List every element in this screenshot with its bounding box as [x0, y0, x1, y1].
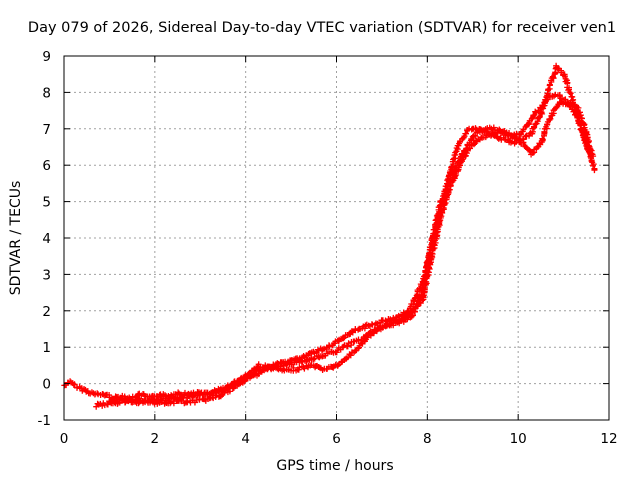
chart-title: Day 079 of 2026, Sidereal Day-to-day VTE… [28, 20, 616, 36]
x-tick-label: 4 [241, 431, 250, 447]
series-2 [106, 98, 597, 405]
y-tick-label: 4 [42, 231, 51, 247]
y-tick-label: -1 [38, 413, 51, 429]
y-axis-label: SDTVAR / TECUs [8, 181, 24, 296]
y-tick-label: 1 [42, 340, 51, 356]
y-tick-label: 0 [42, 377, 51, 393]
x-tick-label: 6 [332, 431, 341, 447]
x-tick-label: 10 [510, 431, 527, 447]
series-2-markers [106, 98, 597, 405]
data-series [61, 62, 598, 410]
x-tick-label: 8 [423, 431, 432, 447]
x-tick-label: 12 [600, 431, 617, 447]
y-tick-label: 7 [42, 122, 51, 138]
x-axis-label: GPS time / hours [276, 458, 393, 474]
grid [64, 56, 609, 420]
x-tick-label: 2 [151, 431, 160, 447]
x-tick-label: 0 [60, 431, 69, 447]
y-tick-label: 5 [42, 195, 51, 211]
y-tick-label: 6 [42, 158, 51, 174]
y-tick-label: 2 [42, 304, 51, 320]
y-tick-label: 9 [42, 49, 51, 65]
y-tick-label: 8 [42, 85, 51, 101]
y-tick-label: 3 [42, 267, 51, 283]
